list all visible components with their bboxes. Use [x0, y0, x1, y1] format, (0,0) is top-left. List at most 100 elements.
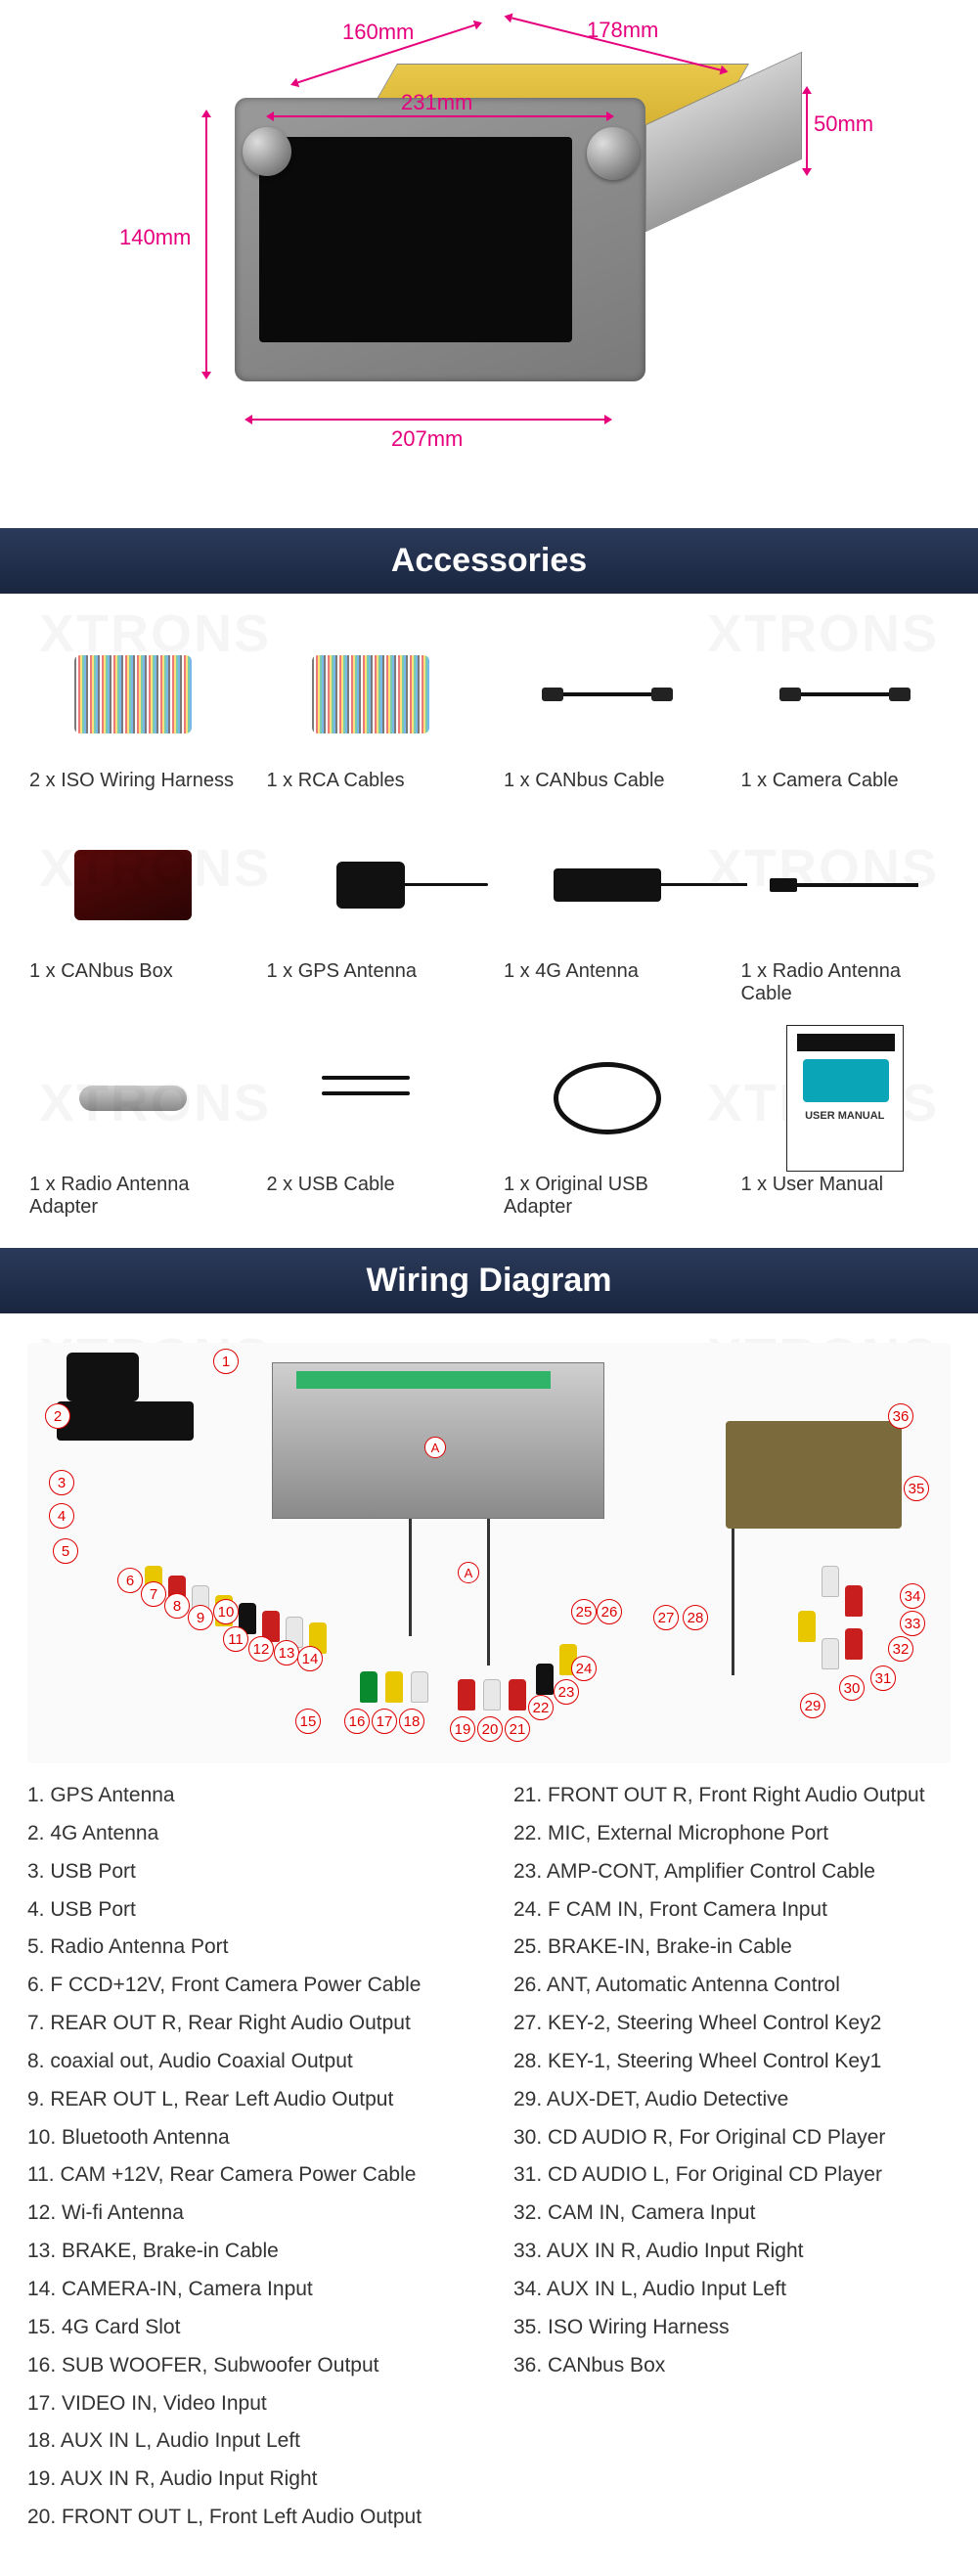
- wiring-badge-11: 11: [223, 1626, 248, 1652]
- accessory-image: [278, 631, 464, 758]
- wiring-item: 30. CD AUDIO R, For Original CD Player: [513, 2119, 951, 2157]
- wiring-item: 14. CAMERA-IN, Camera Input: [27, 2271, 465, 2309]
- cable-simple-icon: [781, 692, 909, 696]
- wiring-badge-28: 28: [683, 1605, 708, 1630]
- accessory-item: 1 x GPS Antenna: [267, 822, 475, 1005]
- rca-icon: [822, 1566, 839, 1597]
- wiring-item: 2. 4G Antenna: [27, 1815, 465, 1853]
- accessory-image: [40, 631, 226, 758]
- wiring-item: 9. REAR OUT L, Rear Left Audio Output: [27, 2081, 465, 2119]
- accessories-grid: 2 x ISO Wiring Harness1 x RCA Cables1 x …: [29, 631, 949, 1219]
- dim-160: 160mm: [342, 20, 414, 45]
- accessories-section: XTRONS XTRONS XTRONS XTRONS XTRONS XTRON…: [0, 594, 978, 1248]
- wiring-item: 24. F CAM IN, Front Camera Input: [513, 1891, 951, 1930]
- cable-simple-icon: [544, 692, 671, 696]
- rod-icon: [772, 883, 918, 887]
- wiring-legend: 1. GPS Antenna2. 4G Antenna3. USB Port4.…: [27, 1777, 951, 2537]
- wiring-badge-33: 33: [900, 1611, 925, 1636]
- accessory-item: 1 x Original USB Adapter: [504, 1035, 712, 1219]
- accessory-image: [752, 822, 938, 949]
- rca-icon: [411, 1671, 428, 1703]
- stick-ant-icon: [554, 868, 661, 902]
- dim-line-231: [274, 115, 606, 117]
- rca-icon: [536, 1664, 554, 1695]
- accessory-image: [514, 822, 700, 949]
- wiring-badge-15: 15: [295, 1709, 321, 1734]
- wiring-item: 6. F CCD+12V, Front Camera Power Cable: [27, 1967, 465, 2005]
- usb-coil-icon: [554, 1062, 661, 1134]
- knob-right: [587, 127, 640, 180]
- dim-line-50: [806, 94, 808, 168]
- wiring-item: 8. coaxial out, Audio Coaxial Output: [27, 2043, 465, 2081]
- accessory-item: 1 x CANbus Box: [29, 822, 238, 1005]
- rca-icon: [483, 1679, 501, 1710]
- wiring-item: 1. GPS Antenna: [27, 1777, 465, 1815]
- usb-y-icon: [322, 1064, 420, 1133]
- wiring-item: 5. Radio Antenna Port: [27, 1929, 465, 1967]
- accessory-label: 1 x CANbus Cable: [504, 770, 712, 792]
- accessory-label: 1 x Radio Antenna Cable: [741, 960, 950, 1005]
- wiring-badge-31: 31: [870, 1666, 896, 1691]
- accessory-image: [40, 822, 226, 949]
- knob-left: [243, 127, 291, 176]
- wiring-badge-34: 34: [900, 1583, 925, 1609]
- wiring-canbus-box: [726, 1421, 902, 1529]
- dim-140: 140mm: [119, 225, 191, 250]
- dim-line-207: [252, 419, 604, 421]
- wiring-item: 27. KEY-2, Steering Wheel Control Key2: [513, 2005, 951, 2043]
- wiring-item: 3. USB Port: [27, 1853, 465, 1891]
- rca-icon: [845, 1628, 863, 1660]
- accessory-label: 1 x Camera Cable: [741, 770, 950, 792]
- wiring-item: 29. AUX-DET, Audio Detective: [513, 2081, 951, 2119]
- rca-icon: [458, 1679, 475, 1710]
- wiring-item: 36. CANbus Box: [513, 2347, 951, 2385]
- wiring-badge-8: 8: [164, 1593, 190, 1619]
- wiring-letter-a2: A: [458, 1562, 479, 1583]
- wiring-badge-20: 20: [477, 1716, 503, 1742]
- wiring-header: Wiring Diagram: [0, 1248, 978, 1313]
- wiring-list-right: 21. FRONT OUT R, Front Right Audio Outpu…: [513, 1777, 951, 2537]
- accessory-label: 1 x User Manual: [741, 1174, 950, 1196]
- accessory-label: 1 x 4G Antenna: [504, 960, 712, 983]
- wiring-badge-32: 32: [888, 1636, 913, 1662]
- wiring-badge-2: 2: [45, 1403, 70, 1429]
- accessories-header: Accessories: [0, 528, 978, 594]
- wiring-badge-16: 16: [344, 1709, 370, 1734]
- wiring-item: 22. MIC, External Microphone Port: [513, 1815, 951, 1853]
- accessory-label: 1 x CANbus Box: [29, 960, 238, 983]
- dimensions-figure: 160mm 178mm 231mm 50mm 140mm 207mm: [0, 0, 978, 528]
- wiring-badge-26: 26: [597, 1599, 622, 1624]
- wiring-badge-21: 21: [505, 1716, 530, 1742]
- wiring-badge-23: 23: [554, 1679, 579, 1705]
- wiring-badge-22: 22: [528, 1695, 554, 1720]
- rca-icon: [385, 1671, 403, 1703]
- rca-icon: [822, 1638, 839, 1669]
- accessory-item: 1 x Radio Antenna Adapter: [29, 1035, 238, 1219]
- accessory-image: [514, 631, 700, 758]
- wiring-item: 16. SUB WOOFER, Subwoofer Output: [27, 2347, 465, 2385]
- wiring-badge-35: 35: [904, 1476, 929, 1501]
- wiring-list-left: 1. GPS Antenna2. 4G Antenna3. USB Port4.…: [27, 1777, 465, 2537]
- wiring-badge-36: 36: [888, 1403, 913, 1429]
- wiring-badge-30: 30: [839, 1675, 865, 1701]
- wiring-item: 12. Wi-fi Antenna: [27, 2195, 465, 2233]
- lead: [409, 1519, 412, 1636]
- gps-ant-icon: [336, 862, 405, 909]
- wiring-item: 10. Bluetooth Antenna: [27, 2119, 465, 2157]
- accessory-label: 1 x GPS Antenna: [267, 960, 475, 983]
- wiring-badge-1: 1: [213, 1349, 239, 1374]
- accessory-image: [752, 631, 938, 758]
- wiring-badge-10: 10: [213, 1599, 239, 1624]
- wiring-item: 7. REAR OUT R, Rear Right Audio Output: [27, 2005, 465, 2043]
- wiring-badge-9: 9: [188, 1605, 213, 1630]
- rca-icon: [798, 1611, 816, 1642]
- manual-icon: [786, 1025, 904, 1172]
- device-screen: [259, 137, 572, 342]
- rca-icon: [509, 1679, 526, 1710]
- wiring-item: 26. ANT, Automatic Antenna Control: [513, 1967, 951, 2005]
- accessory-item: 1 x User Manual: [741, 1035, 950, 1219]
- adapter-icon: [79, 1086, 187, 1111]
- wiring-item: 31. CD AUDIO L, For Original CD Player: [513, 2156, 951, 2195]
- accessory-image: [278, 1035, 464, 1162]
- wiring-item: 17. VIDEO IN, Video Input: [27, 2385, 465, 2423]
